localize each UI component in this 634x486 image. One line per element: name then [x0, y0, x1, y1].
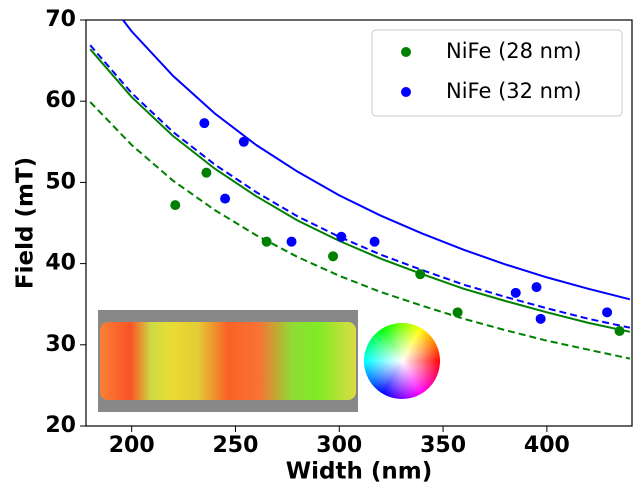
y-axis-label: Field (mT)	[13, 157, 39, 289]
legend-marker	[401, 47, 411, 57]
x-tick-label: 200	[109, 433, 155, 458]
y-tick-label: 40	[45, 251, 76, 276]
data-point	[415, 269, 426, 280]
data-point	[614, 325, 625, 336]
x-tick-label: 400	[524, 433, 570, 458]
fit-line	[89, 101, 631, 360]
data-point	[261, 236, 272, 247]
y-tick-label: 60	[45, 88, 76, 113]
x-axis-label: Width (nm)	[286, 459, 432, 485]
data-point	[201, 167, 212, 178]
legend-marker	[401, 87, 411, 97]
plot-area	[89, 20, 631, 360]
data-point	[452, 307, 463, 318]
y-tick-label: 50	[45, 169, 76, 194]
data-point	[602, 307, 613, 318]
y-tick-label: 30	[45, 332, 76, 357]
x-tick-label: 300	[316, 433, 362, 458]
x-tick-label: 350	[420, 433, 466, 458]
x-tick-label: 250	[213, 433, 259, 458]
color-wheel	[364, 323, 440, 399]
legend-label: NiFe (32 nm)	[446, 79, 582, 103]
data-point	[286, 236, 297, 247]
legend-box	[371, 29, 623, 117]
data-point	[535, 313, 546, 324]
data-point	[328, 251, 339, 262]
data-point	[238, 136, 249, 147]
data-point	[336, 231, 347, 242]
y-tick-label: 70	[45, 7, 76, 32]
legend-label: NiFe (28 nm)	[446, 39, 582, 63]
data-point	[199, 118, 210, 129]
legend: NiFe (28 nm) NiFe (32 nm)	[371, 29, 623, 117]
inset-map	[98, 310, 358, 412]
fit-line	[89, 44, 631, 329]
data-point	[531, 282, 542, 293]
y-tick-label: 20	[45, 413, 76, 438]
data-point	[510, 287, 521, 298]
plot-frame	[85, 19, 633, 427]
data-point	[369, 236, 380, 247]
fit-line	[121, 20, 631, 301]
data-point	[170, 200, 181, 211]
fit-line	[89, 48, 631, 333]
data-point	[220, 193, 231, 204]
inset-magnetization	[100, 322, 356, 400]
